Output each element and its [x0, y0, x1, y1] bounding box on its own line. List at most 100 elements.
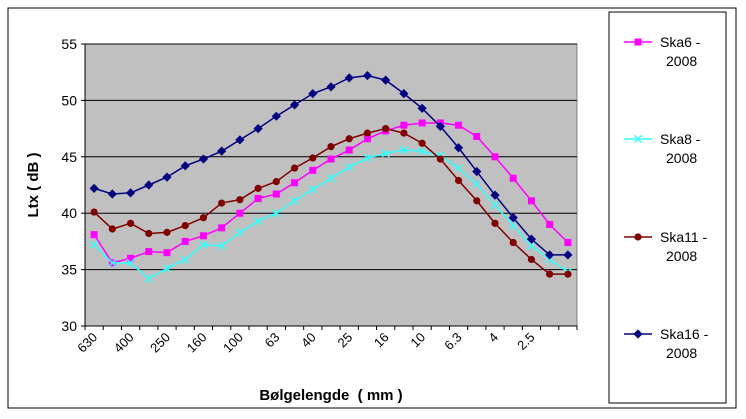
data-point [472, 166, 482, 177]
series-4 [89, 70, 573, 260]
data-point [89, 240, 99, 249]
data-point [90, 231, 98, 239]
data-point [362, 70, 373, 81]
data-point [199, 232, 207, 240]
legend-marker [634, 233, 642, 241]
data-point [271, 111, 281, 121]
data-point [363, 153, 372, 163]
series-2 [89, 145, 573, 283]
data-point [272, 209, 281, 218]
data-point [326, 82, 336, 92]
data-point [127, 254, 135, 262]
data-point [108, 225, 116, 233]
data-point [180, 161, 190, 171]
data-point [90, 208, 98, 216]
data-point [217, 241, 226, 251]
data-point [327, 155, 335, 163]
legend-label: Ska8 -2008 [660, 131, 701, 166]
y-tick-label: 45 [61, 149, 77, 165]
data-point [454, 163, 463, 173]
data-point [453, 143, 464, 153]
data-point [254, 195, 262, 203]
data-point [436, 155, 444, 163]
data-point [490, 201, 500, 210]
data-point [417, 103, 427, 113]
data-point [308, 185, 317, 194]
data-point [455, 121, 463, 129]
data-point [381, 75, 391, 85]
data-point [181, 237, 189, 245]
data-point [327, 143, 335, 151]
data-point [125, 188, 136, 198]
legend-item: Ska16 -2008 [624, 326, 709, 361]
data-point [272, 190, 280, 198]
data-point [144, 180, 154, 190]
data-point [490, 190, 500, 200]
data-point [217, 146, 227, 156]
data-point [345, 162, 354, 172]
data-point [399, 89, 409, 99]
data-point [235, 135, 245, 145]
data-point [546, 270, 554, 278]
data-point [363, 135, 371, 143]
data-point [145, 248, 153, 256]
data-point [290, 196, 299, 205]
data-point [509, 174, 517, 182]
data-point [527, 241, 536, 251]
data-point [199, 240, 208, 249]
data-point [126, 219, 135, 227]
y-tick-label: 35 [61, 262, 77, 278]
series-group [89, 70, 573, 283]
data-point [509, 238, 517, 247]
y-tick-label: 30 [61, 318, 77, 334]
data-point [253, 124, 263, 134]
data-point [399, 145, 409, 155]
series-3 [90, 125, 572, 278]
data-point [254, 184, 262, 192]
data-point [472, 179, 481, 189]
data-point [527, 197, 535, 205]
data-point [235, 228, 245, 237]
y-tick-label: 40 [61, 205, 77, 221]
data-point [545, 250, 555, 260]
data-point [218, 224, 226, 232]
data-point [326, 174, 336, 183]
data-point [272, 178, 280, 186]
data-point [162, 172, 172, 182]
data-point [509, 221, 518, 230]
data-point [363, 129, 372, 137]
data-point [162, 264, 172, 273]
data-point [546, 220, 554, 228]
data-point [526, 234, 537, 244]
data-point [199, 214, 208, 222]
data-point [527, 255, 536, 264]
data-point [181, 222, 189, 230]
data-point [400, 121, 408, 129]
data-point [400, 129, 408, 137]
data-point [163, 249, 171, 257]
data-point [89, 183, 99, 193]
data-point [473, 197, 481, 205]
data-point [563, 250, 573, 260]
legend-box [608, 11, 727, 404]
data-point [218, 199, 226, 207]
data-point [309, 166, 317, 174]
y-tick-label: 55 [61, 36, 77, 52]
data-point [309, 154, 317, 162]
legend-label: Ska11 -2008 [660, 229, 708, 264]
x-axis-title: Bølgelengde ( mm ) [259, 387, 402, 404]
data-point [145, 229, 153, 238]
y-axis-title: Ltx ( dB ) [25, 153, 42, 218]
legend-marker [633, 134, 643, 144]
legend-label: Ska6 -2008 [660, 34, 701, 69]
data-point [253, 216, 263, 226]
data-point [236, 196, 244, 204]
y-tick-label: 50 [61, 92, 77, 108]
legend-item: Ska6 -2008 [624, 34, 701, 69]
data-point [144, 274, 153, 283]
data-point [198, 154, 209, 164]
data-point [491, 219, 499, 227]
